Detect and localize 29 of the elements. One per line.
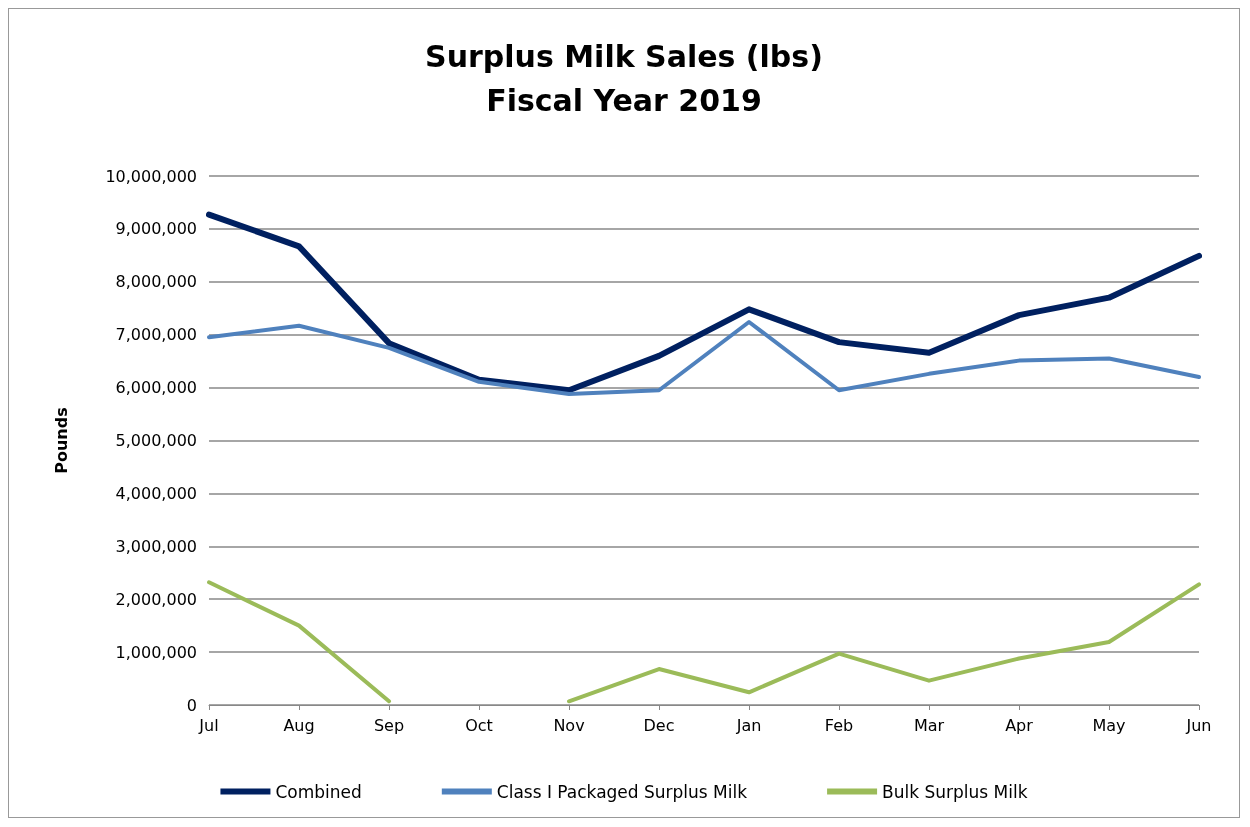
line-series [207, 320, 1201, 396]
y-axis-title: Pounds [51, 407, 71, 474]
legend-label: Combined [275, 781, 362, 802]
x-tick-label: Jul [198, 715, 219, 735]
x-tick-label: Nov [553, 715, 585, 735]
y-tick-label: 6,000,000 [115, 378, 197, 398]
x-tick-label: Jan [735, 715, 762, 735]
y-tick-label: 0 [186, 695, 197, 715]
y-tick-label: 4,000,000 [115, 483, 197, 503]
x-tick-label: Oct [465, 715, 493, 735]
y-tick-label: 3,000,000 [115, 536, 197, 556]
x-tick-label: Feb [824, 715, 854, 735]
chart-title: Surplus Milk Sales (lbs) Fiscal Year 2019 [425, 38, 823, 118]
x-tick-label: Aug [283, 715, 315, 735]
y-tick-label: 2,000,000 [115, 589, 197, 609]
x-tick-label: May [1092, 715, 1126, 735]
x-tick-label: Jun [1185, 715, 1212, 735]
y-tick-label: 7,000,000 [115, 325, 197, 345]
legend-label: Class I Packaged Surplus Milk [496, 781, 748, 802]
y-tick-label: 8,000,000 [115, 272, 197, 292]
x-tick-label: Apr [1005, 715, 1034, 735]
legend-label: Bulk Surplus Milk [882, 781, 1028, 802]
x-tick-label: Dec [643, 715, 675, 735]
y-tick-label: 1,000,000 [115, 642, 197, 662]
y-tick-label: 10,000,000 [105, 166, 197, 186]
x-tick-label: Sep [373, 715, 405, 735]
x-tick-label: Mar [913, 715, 945, 735]
y-tick-label: 5,000,000 [115, 431, 197, 450]
y-tick-label: 9,000,000 [115, 219, 197, 239]
